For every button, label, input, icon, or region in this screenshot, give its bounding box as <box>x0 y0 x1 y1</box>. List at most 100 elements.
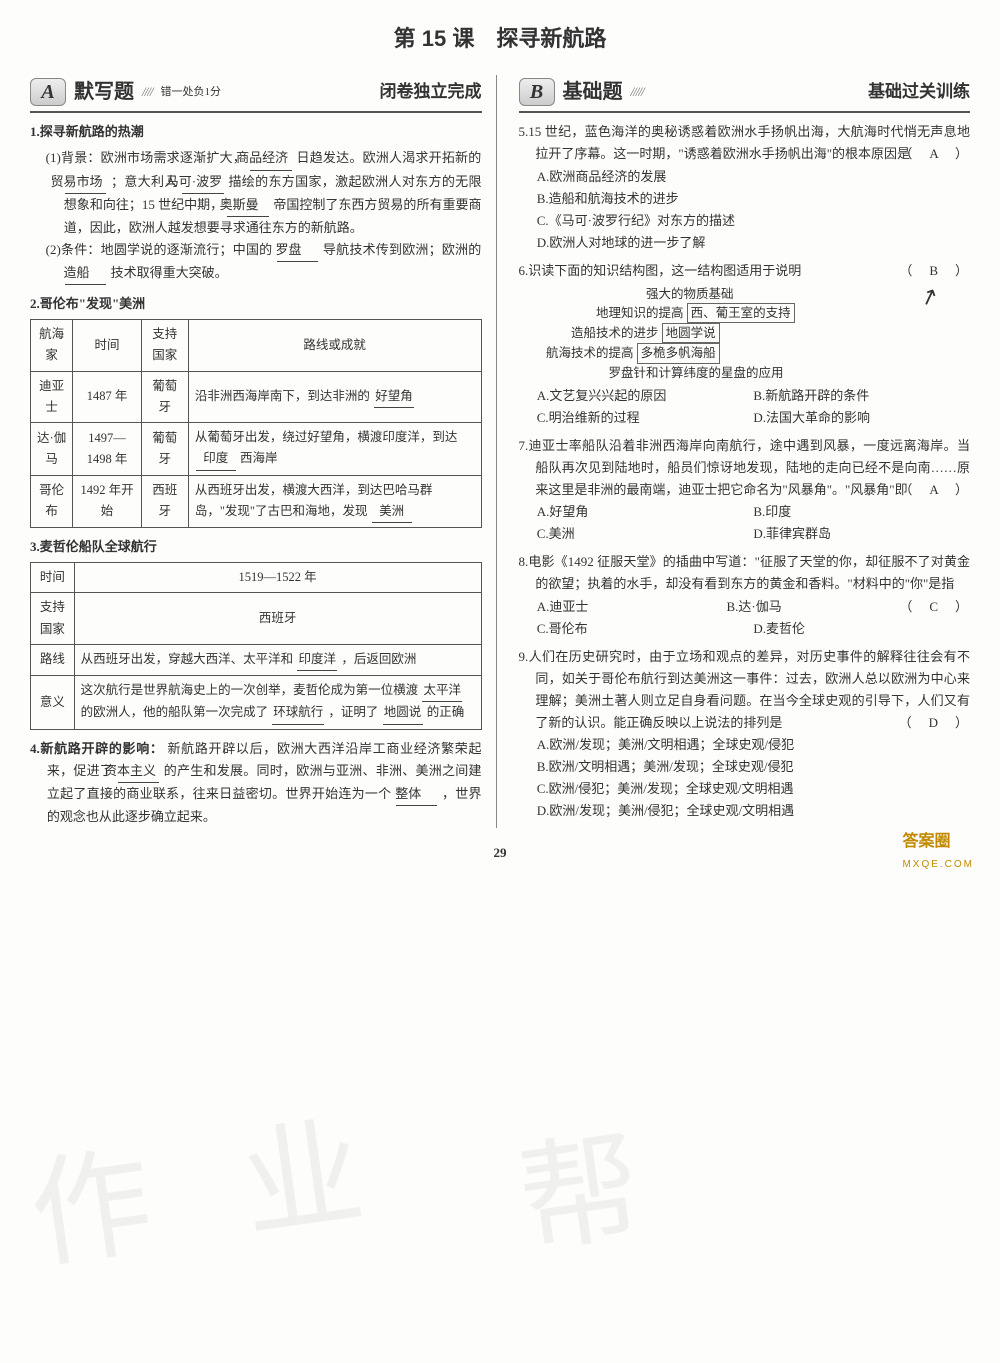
option-a: A.欧洲商品经济的发展 <box>519 166 971 188</box>
divider-icon: //// <box>142 81 152 103</box>
cell: 从西班牙出发，横渡大西洋，到达巴哈马群岛，"发现"了古巴和海地，发现 美洲 <box>188 475 481 528</box>
badge-a-sub: 错一处负1分 <box>160 83 221 102</box>
option-b: B.欧洲/文明相遇；美洲/发现；全球史观/侵犯 <box>519 756 971 778</box>
q-text: 6.识读下面的知识结构图，这一结构图适用于说明 （ B ） <box>519 260 971 282</box>
section-a-header: A 默写题 //// 错一处负1分 闭卷独立完成 <box>30 75 482 113</box>
text: 7.迪亚士率船队沿着非洲西海岸向南航行，途中遇到风暴，一度远离海岸。当船队再次见… <box>519 438 971 497</box>
option-b: B.新航路开辟的条件 <box>753 385 970 407</box>
heading-2: 2.哥伦布"发现"美洲 <box>30 293 482 315</box>
q-text: 7.迪亚士率船队沿着非洲西海岸向南航行，途中遇到风暴，一度远离海岸。当船队再次见… <box>519 435 971 501</box>
blank: 奥斯曼 <box>227 194 269 217</box>
answer: （ A ） <box>916 143 970 165</box>
blank: 马可·波罗 <box>182 171 224 194</box>
badge-a-title: 默写题 <box>74 75 134 109</box>
option-a: A.文艺复兴兴起的原因 <box>537 385 754 407</box>
cell: 1492 年开始 <box>73 475 142 528</box>
brand-url: MXQE.COM <box>902 856 974 873</box>
cell: 1519—1522 年 <box>74 563 481 593</box>
text: ，后返回欧洲 <box>341 652 416 666</box>
heading-3: 3.麦哲伦船队全球航行 <box>30 536 482 558</box>
blank: 贸易市场 <box>65 171 107 194</box>
text: 5.15 世纪，蓝色海洋的奥秘诱惑着欧洲水手扬帆出海，大航海时代悄无声息地拉开了… <box>519 124 971 161</box>
text: 日趋发达。欧洲人渴求开拓新的 <box>297 150 482 165</box>
text: 造船技术的进步 <box>571 326 659 340</box>
blank: 好望角 <box>374 386 414 408</box>
option-row: A.迪亚士B.达·伽马 <box>519 596 917 618</box>
blank: 美洲 <box>372 501 412 523</box>
para-4: 4.新航路开辟的影响： 新航路开辟以后，欧洲大西洋沿岸工商业经济繁荣起来，促进了… <box>30 738 482 828</box>
th: 支持国家 <box>141 320 188 372</box>
cell: 从葡萄牙出发，绕过好望角，横渡印度洋，到达 印度 西海岸 <box>188 423 481 476</box>
right-column: B 基础题 ///// 基础过关训练 5.15 世纪，蓝色海洋的奥秘诱惑着欧洲水… <box>513 75 971 828</box>
option-row: C.哥伦布D.麦哲伦 <box>519 618 971 640</box>
cell: 沿非洲西海岸南下，到达非洲的 好望角 <box>188 371 481 423</box>
cell: 哥伦布 <box>31 475 73 528</box>
q-text: 5.15 世纪，蓝色海洋的奥秘诱惑着欧洲水手扬帆出海，大航海时代悄无声息地拉开了… <box>519 121 971 165</box>
cell: 支持国家 <box>31 593 75 645</box>
question-6: 6.识读下面的知识结构图，这一结构图适用于说明 （ B ） ↗ 强大的物质基础 … <box>519 260 971 429</box>
blank: 造船 <box>65 262 107 285</box>
blank: 资本主义 <box>118 760 160 783</box>
cell: 西班牙 <box>141 475 188 528</box>
th: 路线或成就 <box>188 320 481 372</box>
option-a: A.好望角 <box>537 501 754 523</box>
box: 西、葡王室的支持 <box>687 303 795 323</box>
option-d: D.法国大革命的影响 <box>753 407 970 429</box>
option-c: C.欧洲/侵犯；美洲/发现；全球史观/文明相遇 <box>519 778 971 800</box>
box: 地圆学说 <box>662 323 720 343</box>
heading-1: 1.探寻新航路的热潮 <box>30 121 482 143</box>
watermark-icon: 帮 <box>507 1081 684 1304</box>
cell: 路线 <box>31 644 75 675</box>
question-9: 9.人们在历史研究时，由于立场和观点的差异，对历史事件的解释往往会有不同，如关于… <box>519 646 971 823</box>
diagram-line: 造船技术的进步 地圆学说 <box>546 323 970 343</box>
cell: 1497—1498 年 <box>73 423 142 476</box>
cell: 葡萄牙 <box>141 371 188 423</box>
blank: 太平洋 <box>422 680 462 702</box>
diagram-line: 强大的物质基础 <box>546 285 970 303</box>
option-d: D.欧洲人对地球的进一步了解 <box>519 232 971 254</box>
heading-4: 4.新航路开辟的影响： <box>30 741 164 756</box>
blank: 地圆说 <box>383 702 423 724</box>
page-title: 第 15 课 探寻新航路 <box>30 20 970 57</box>
diagram-line: 罗盘针和计算纬度的星盘的应用 <box>546 364 970 382</box>
option-a: A.欧洲/发现；美洲/文明相遇；全球史观/侵犯 <box>519 734 971 756</box>
th: 时间 <box>73 320 142 372</box>
badge-b-right: 基础过关训练 <box>868 78 970 107</box>
question-8: 8.电影《1492 征服天堂》的插曲中写道："征服了天堂的你，却征服不了对黄金的… <box>519 551 971 639</box>
badge-a-icon: A <box>30 78 66 106</box>
table-row: 哥伦布 1492 年开始 西班牙 从西班牙出发，横渡大西洋，到达巴哈马群岛，"发… <box>31 475 482 528</box>
option-d: D.欧洲/发现；美洲/侵犯；全球史观/文明相遇 <box>519 800 971 822</box>
question-7: 7.迪亚士率船队沿着非洲西海岸向南航行，途中遇到风暴，一度远离海岸。当船队再次见… <box>519 435 971 545</box>
blank: 商品经济 <box>250 147 292 170</box>
option-c: C.《马可·波罗行纪》对东方的描述 <box>519 210 971 232</box>
blank: 罗盘 <box>277 239 319 262</box>
section-b-header: B 基础题 ///// 基础过关训练 <box>519 75 971 113</box>
corner-brand: 答案圈 MXQE.COM <box>902 828 974 872</box>
watermark-icon: 作 业 <box>18 1066 406 1319</box>
option-c: C.哥伦布 <box>537 618 754 640</box>
badge-b-title: 基础题 <box>563 75 623 109</box>
blank: 环球航行 <box>272 702 324 724</box>
option-b: B.印度 <box>753 501 970 523</box>
text: 从西班牙出发，穿越大西洋、太平洋和 <box>81 652 297 666</box>
text: 沿非洲西海岸南下，到达非洲的 <box>195 389 373 403</box>
text: (1)背景：欧洲市场需求逐渐扩大， <box>46 150 246 165</box>
text: 6.识读下面的知识结构图，这一结构图适用于说明 <box>519 263 802 278</box>
text: 技术取得重大突破。 <box>111 265 228 280</box>
option-b: B.达·伽马 <box>726 596 916 618</box>
page-number: 29 <box>30 842 970 864</box>
para-1-1: (1)背景：欧洲市场需求逐渐扩大， 商品经济 日趋发达。欧洲人渴求开拓新的 贸易… <box>30 147 482 238</box>
answer: （ D ） <box>916 712 971 734</box>
text: 航海技术的提高 <box>546 346 634 360</box>
cell: 葡萄牙 <box>141 423 188 476</box>
option-b: B.造船和航海技术的进步 <box>519 188 971 210</box>
q-text: 8.电影《1492 征服天堂》的插曲中写道："征服了天堂的你，却征服不了对黄金的… <box>519 551 971 595</box>
option-d: D.菲律宾群岛 <box>753 523 970 545</box>
option-row: C.美洲D.菲律宾群岛 <box>519 523 971 545</box>
question-5: 5.15 世纪，蓝色海洋的奥秘诱惑着欧洲水手扬帆出海，大航海时代悄无声息地拉开了… <box>519 121 971 254</box>
blank: 印度洋 <box>297 649 337 671</box>
cell: 时间 <box>31 563 75 593</box>
answer: （ A ） <box>916 479 970 501</box>
brand-text: 答案圈 <box>902 833 950 850</box>
badge-a-right: 闭卷独立完成 <box>380 78 482 107</box>
